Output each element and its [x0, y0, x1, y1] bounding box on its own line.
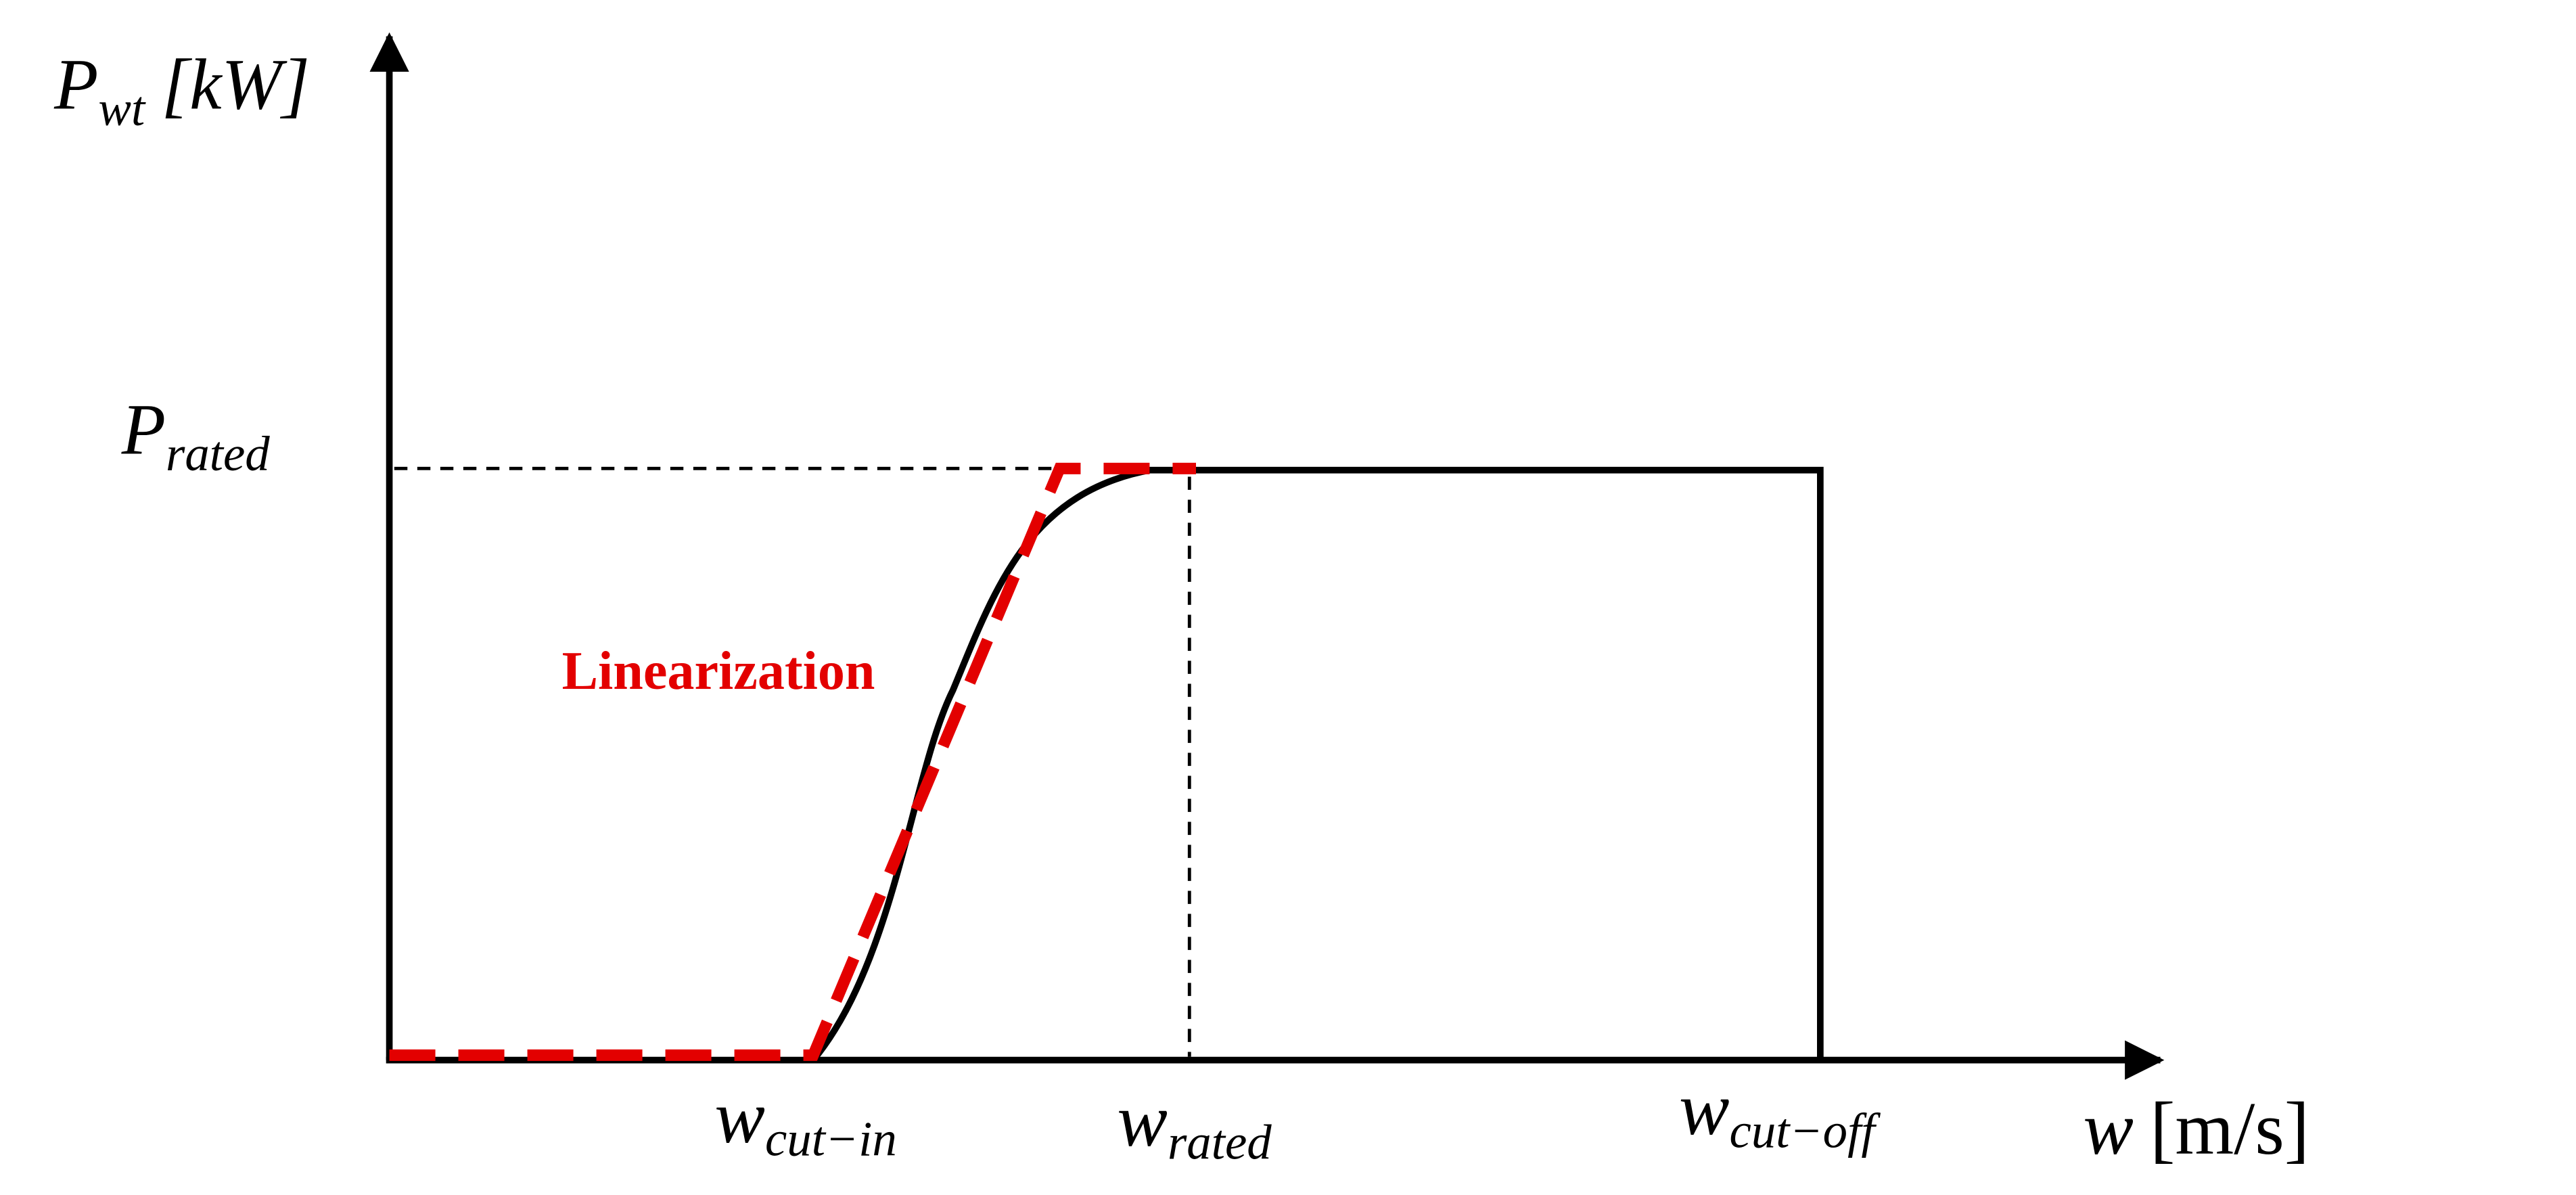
linearization-line — [389, 462, 1196, 1061]
label-part: rated — [166, 426, 270, 481]
cut-off-label: wcut−off — [1679, 1067, 1881, 1158]
label-part: cut−in — [765, 1112, 897, 1167]
label-part: w — [2083, 1087, 2134, 1171]
rated-power-label: Prated — [121, 390, 271, 481]
label-part: w — [1679, 1067, 1730, 1151]
rated-speed-label: wrated — [1117, 1079, 1272, 1169]
power-curve — [810, 466, 1824, 1062]
label-part: wt — [98, 81, 146, 136]
label-part: [m/s] — [2150, 1087, 2309, 1171]
label-part: [kW] — [162, 45, 310, 125]
label-part: cut−off — [1730, 1103, 1881, 1158]
label-part: w — [714, 1075, 765, 1159]
label-part: rated — [1168, 1114, 1272, 1169]
label-part: P — [121, 390, 166, 470]
label-part: P — [53, 45, 98, 125]
y-axis-label: Pwt [kW] — [53, 45, 310, 136]
label-part: w — [1117, 1079, 1168, 1163]
linearization-label: Linearization — [562, 641, 875, 701]
x-axis-label: w [m/s] — [2083, 1087, 2309, 1171]
cut-in-label: wcut−in — [714, 1075, 896, 1166]
